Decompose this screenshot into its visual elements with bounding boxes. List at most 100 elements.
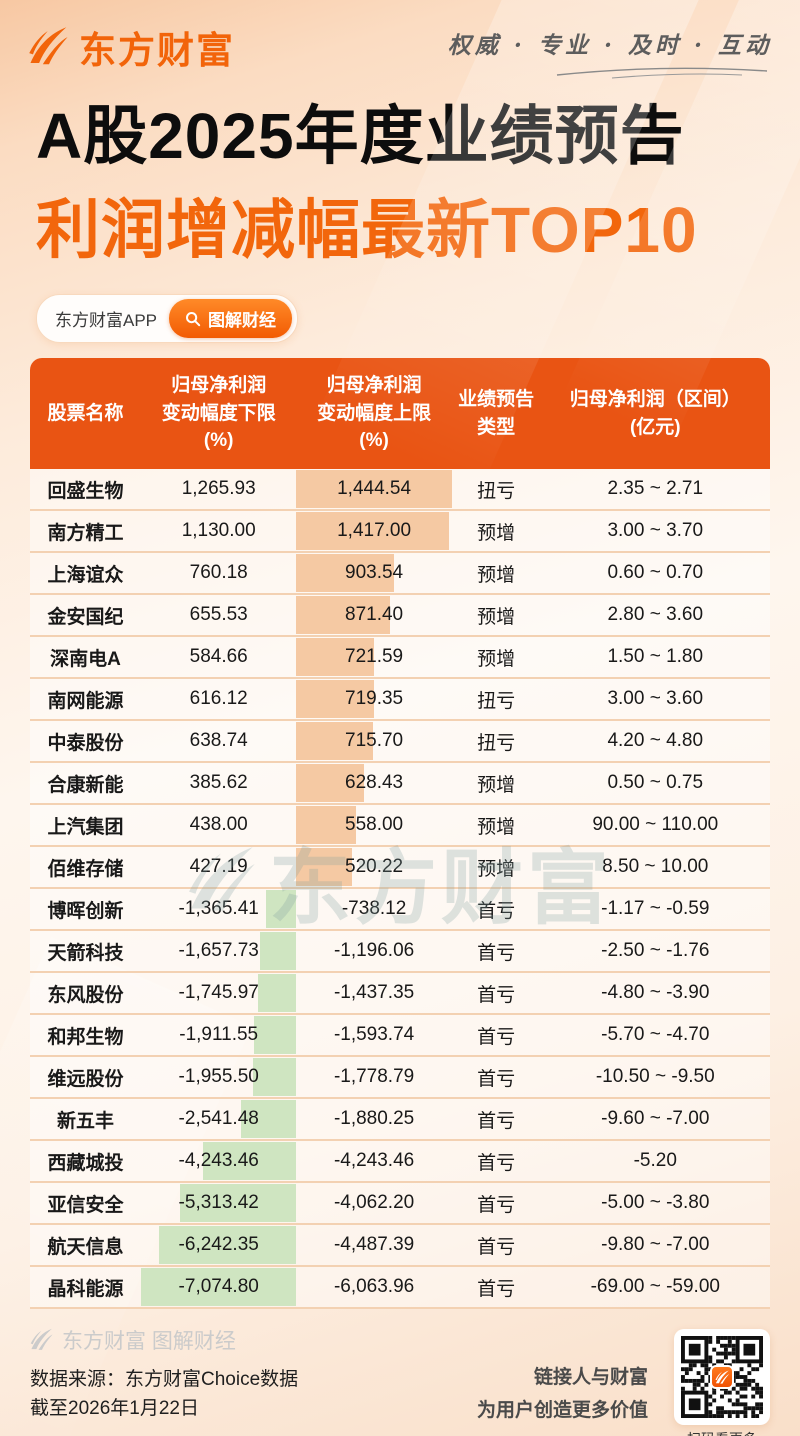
cell-lower: 385.62 — [141, 763, 296, 803]
badge-row: 东方财富APP 图解财经 — [36, 294, 800, 344]
table-row: 深南电A 584.66 721.59 预增 1.50 ~ 1.80 — [30, 637, 770, 680]
cell-name: 天箭科技 — [30, 931, 141, 971]
cell-type: 首亏 — [452, 1225, 541, 1265]
cell-name-value: 上海谊众 — [47, 564, 124, 586]
cell-upper-value: -4,062.20 — [333, 1192, 415, 1214]
cell-lower: 655.53 — [141, 595, 296, 635]
cell-lower-value: -7,074.80 — [178, 1276, 259, 1298]
cell-range: 1.50 ~ 1.80 — [541, 637, 770, 677]
table-row: 亚信安全 -5,313.42 -4,062.20 首亏 -5.00 ~ -3.80 — [30, 1183, 770, 1226]
cell-lower-value: 438.00 — [189, 814, 248, 836]
cell-name-value: 和邦生物 — [47, 1026, 124, 1048]
page-title-line2: 利润增减幅最新TOP10 — [36, 193, 698, 266]
cell-name-value: 南网能源 — [47, 690, 124, 712]
cell-upper-value: 721.59 — [345, 646, 404, 668]
cell-range: -2.50 ~ -1.76 — [541, 931, 770, 971]
footer-watermark: 东方财富 图解财经 — [30, 1325, 770, 1355]
cell-lower-value: -4,243.46 — [178, 1150, 259, 1172]
negative-bar — [141, 1268, 297, 1307]
cell-type-value: 预增 — [477, 774, 516, 796]
cell-name-value: 博晖创新 — [47, 900, 124, 922]
table-row: 和邦生物 -1,911.55 -1,593.74 首亏 -5.70 ~ -4.70 — [30, 1015, 770, 1058]
cell-lower: 427.19 — [141, 847, 296, 887]
cell-upper-value: -4,487.39 — [333, 1234, 415, 1256]
cell-type: 预增 — [452, 553, 541, 593]
cell-range: 4.20 ~ 4.80 — [541, 721, 770, 761]
app-badge[interactable]: 东方财富APP 图解财经 — [36, 294, 299, 344]
negative-bar — [179, 1184, 297, 1223]
cell-upper: 721.59 — [296, 637, 451, 677]
header-upper-limit: 归母净利润 变动幅度上限 (%) — [317, 375, 432, 452]
cell-upper: -1,778.79 — [296, 1057, 451, 1097]
cell-upper-value: 715.70 — [345, 730, 404, 752]
cell-lower-value: 385.62 — [189, 772, 248, 794]
footer: 东方财富 图解财经 数据来源：东方财富Choice数据 截至2026年1月22日… — [30, 1325, 770, 1436]
cell-name: 南方精工 — [30, 511, 141, 551]
negative-bar — [254, 1016, 297, 1055]
table-row: 晶科能源 -7,074.80 -6,063.96 首亏 -69.00 ~ -59.00 — [30, 1267, 770, 1310]
cell-upper: -4,487.39 — [296, 1225, 451, 1265]
data-source-line1: 数据来源：东方财富Choice数据 — [30, 1369, 299, 1391]
cell-lower-value: 760.18 — [189, 562, 248, 584]
cell-upper-value: 520.22 — [345, 856, 404, 878]
cell-type: 首亏 — [452, 889, 541, 929]
cell-name: 维远股份 — [30, 1057, 141, 1097]
search-icon — [186, 311, 201, 326]
cell-type: 预增 — [452, 763, 541, 803]
tag-badge-label: 图解财经 — [208, 311, 277, 331]
cell-range: -10.50 ~ -9.50 — [541, 1057, 770, 1097]
cell-range-value: 0.50 ~ 0.75 — [607, 772, 704, 794]
cell-name: 金安国纪 — [30, 595, 141, 635]
table-row: 回盛生物 1,265.93 1,444.54 扭亏 2.35 ~ 2.71 — [30, 469, 770, 512]
cell-lower: -2,541.48 — [141, 1099, 297, 1139]
cell-range: 0.50 ~ 0.75 — [541, 763, 770, 803]
negative-bar — [253, 1058, 297, 1097]
cell-range: -1.17 ~ -0.59 — [541, 889, 770, 929]
cell-upper: 1,417.00 — [296, 511, 451, 551]
cell-lower: -1,955.50 — [141, 1057, 297, 1097]
cell-range: -9.80 ~ -7.00 — [541, 1225, 770, 1265]
cell-lower-value: -5,313.42 — [178, 1192, 259, 1214]
cell-upper: -1,437.35 — [296, 973, 451, 1013]
cell-name-value: 合康新能 — [47, 774, 124, 796]
cell-name-value: 上汽集团 — [47, 816, 124, 838]
cell-type-value: 首亏 — [477, 984, 516, 1006]
cell-type: 首亏 — [452, 1015, 541, 1055]
cell-name-value: 深南电A — [50, 648, 121, 670]
cell-name-value: 中泰股份 — [47, 732, 124, 754]
cell-name-value: 晶科能源 — [47, 1278, 124, 1300]
positive-bar — [296, 680, 374, 719]
cell-lower: 1,130.00 — [141, 511, 296, 551]
positive-bar — [296, 722, 374, 761]
cell-type-value: 首亏 — [477, 1110, 516, 1132]
table-body: 东方财富 回盛生物 1,265.93 1,444.54 扭亏 2.35 ~ 2.71 南方… — [30, 469, 770, 1310]
cell-upper: 719.35 — [296, 679, 451, 719]
table-row: 上汽集团 438.00 558.00 预增 90.00 ~ 110.00 — [30, 805, 770, 848]
table-row: 合康新能 385.62 628.43 预增 0.50 ~ 0.75 — [30, 763, 770, 806]
cell-type-value: 首亏 — [477, 1194, 516, 1216]
cell-upper: 628.43 — [296, 763, 451, 803]
negative-bar — [159, 1226, 297, 1265]
cell-upper: 903.54 — [296, 553, 451, 593]
cell-name: 上海谊众 — [30, 553, 141, 593]
tag-badge[interactable]: 图解财经 — [169, 299, 293, 339]
cell-upper-value: 903.54 — [345, 562, 404, 584]
qr-code — [674, 1329, 770, 1426]
cell-lower-value: -2,541.48 — [178, 1108, 259, 1130]
cell-range-value: -10.50 ~ -9.50 — [595, 1066, 715, 1088]
cell-upper: 520.22 — [296, 847, 451, 887]
cell-upper: -1,196.06 — [296, 931, 451, 971]
cell-range-value: 8.50 ~ 10.00 — [602, 856, 709, 878]
cell-name-value: 佰维存储 — [47, 858, 124, 880]
cell-lower-value: -1,365.41 — [178, 898, 259, 920]
cell-lower-value: -6,242.35 — [178, 1234, 259, 1256]
cell-name-value: 南方精工 — [47, 522, 124, 544]
cell-range: 2.80 ~ 3.60 — [541, 595, 770, 635]
cell-type-value: 首亏 — [477, 1152, 516, 1174]
cell-name: 晶科能源 — [30, 1267, 141, 1307]
cell-type-value: 首亏 — [477, 1278, 516, 1300]
footer-slogan-line1: 链接人与财富 — [533, 1367, 648, 1389]
negative-bar — [240, 1100, 297, 1139]
cell-upper-value: 628.43 — [345, 772, 404, 794]
